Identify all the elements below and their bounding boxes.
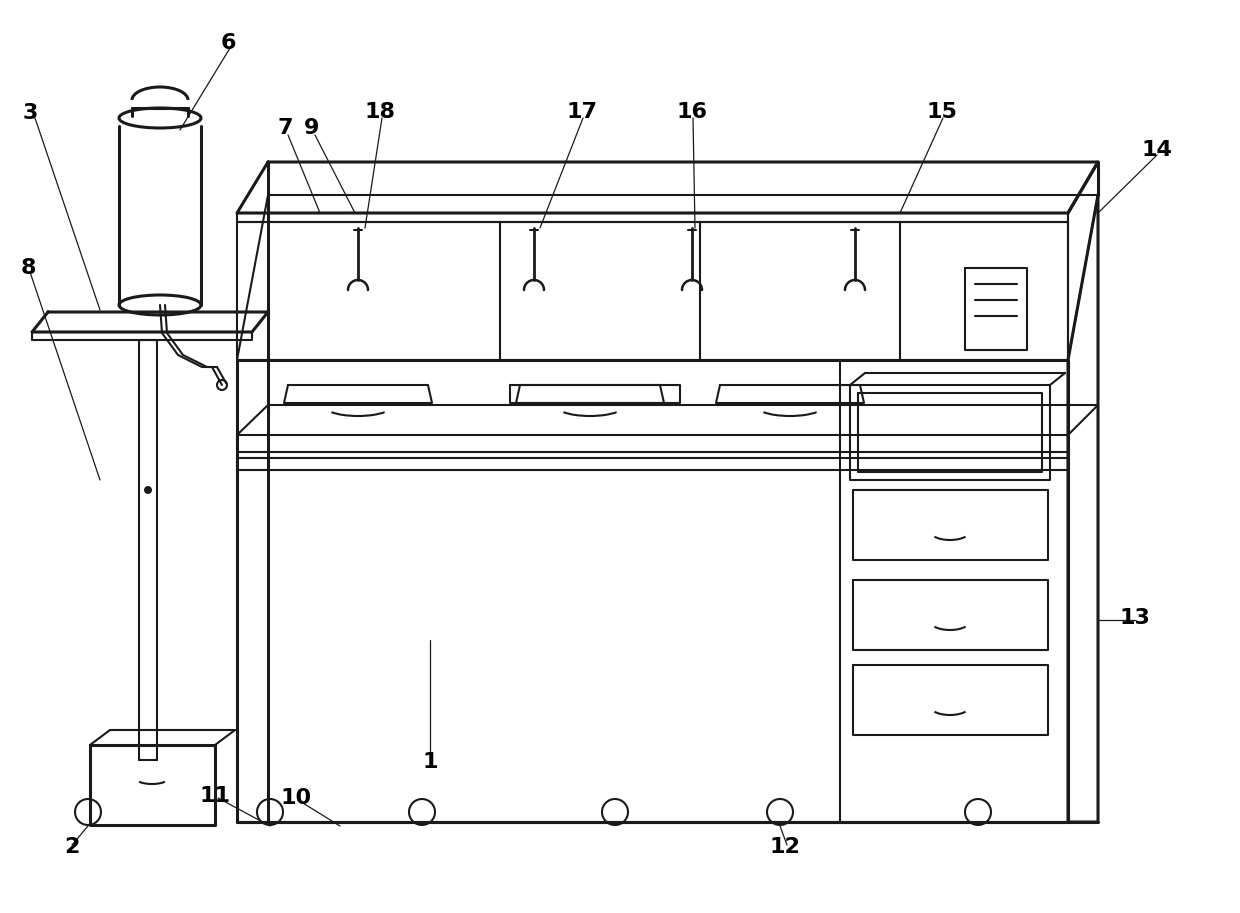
Text: 9: 9 bbox=[304, 118, 320, 138]
Text: 15: 15 bbox=[926, 102, 957, 122]
Text: 6: 6 bbox=[221, 33, 236, 53]
Text: 11: 11 bbox=[200, 786, 231, 806]
Text: 2: 2 bbox=[64, 837, 79, 857]
Text: 16: 16 bbox=[677, 102, 708, 122]
Text: 18: 18 bbox=[365, 102, 396, 122]
Text: 8: 8 bbox=[20, 258, 36, 278]
Text: 14: 14 bbox=[1142, 140, 1173, 160]
Circle shape bbox=[144, 486, 153, 494]
Text: 1: 1 bbox=[423, 752, 438, 772]
Text: 3: 3 bbox=[22, 103, 37, 123]
Text: 7: 7 bbox=[278, 118, 293, 138]
Text: 17: 17 bbox=[567, 102, 598, 122]
Text: 10: 10 bbox=[280, 788, 311, 808]
Text: 12: 12 bbox=[770, 837, 801, 857]
Text: 13: 13 bbox=[1120, 608, 1151, 628]
